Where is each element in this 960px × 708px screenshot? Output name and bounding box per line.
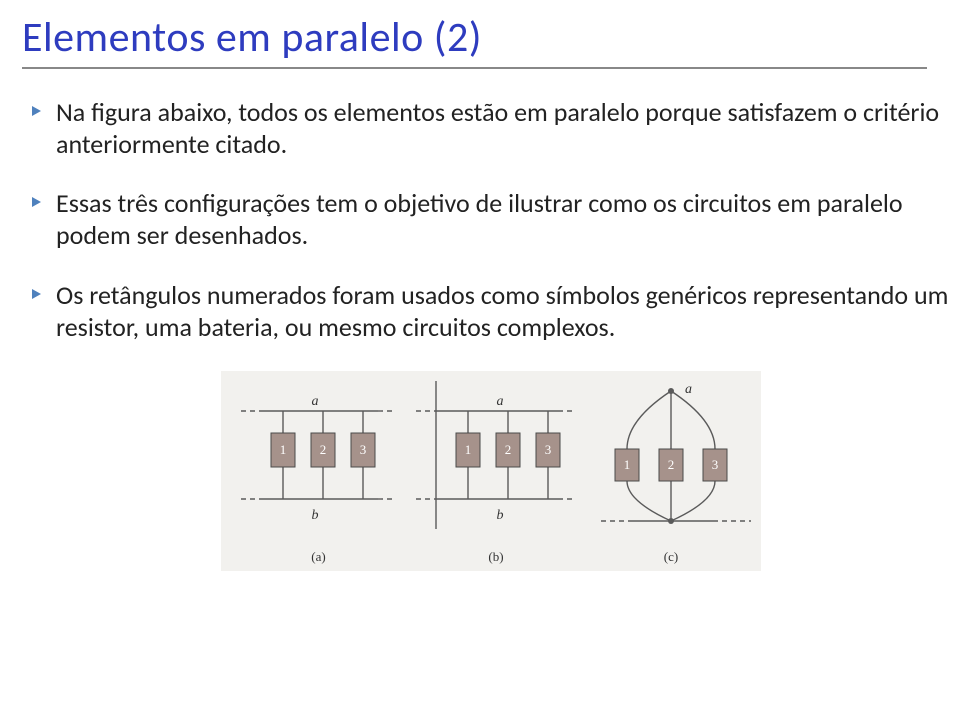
svg-text:(a): (a) <box>311 549 325 564</box>
svg-text:1: 1 <box>280 442 287 457</box>
bullet-item: Os retângulos numerados foram usados com… <box>30 280 952 343</box>
svg-text:3: 3 <box>712 457 719 472</box>
svg-text:b: b <box>497 508 504 523</box>
svg-text:1: 1 <box>465 442 472 457</box>
svg-text:2: 2 <box>668 457 675 472</box>
bullet-marker-icon <box>30 195 44 209</box>
svg-text:(c): (c) <box>664 549 678 564</box>
svg-text:3: 3 <box>360 442 367 457</box>
svg-text:b: b <box>312 508 319 523</box>
svg-text:2: 2 <box>320 442 327 457</box>
bullet-marker-icon <box>30 104 44 118</box>
svg-text:a: a <box>312 394 319 409</box>
bullet-marker-icon <box>30 287 44 301</box>
bullet-item: Na figura abaixo, todos os elementos est… <box>30 97 952 160</box>
bullet-text: Na figura abaixo, todos os elementos est… <box>56 97 952 160</box>
parallel-circuits-diagram: 1 2 3 a b (a) 1 2 3 a b (b) a 1 2 3 (c) <box>221 371 761 571</box>
page-title: Elementos em paralelo (2) <box>0 0 960 63</box>
bullet-text: Essas três configurações tem o objetivo … <box>56 188 952 251</box>
svg-text:(b): (b) <box>488 549 503 564</box>
circuit-figure: 1 2 3 a b (a) 1 2 3 a b (b) a 1 2 3 (c) <box>30 371 952 576</box>
svg-text:2: 2 <box>505 442 512 457</box>
content-area: Na figura abaixo, todos os elementos est… <box>0 69 960 576</box>
svg-text:a: a <box>497 394 504 409</box>
svg-text:a: a <box>685 382 692 397</box>
bullet-item: Essas três configurações tem o objetivo … <box>30 188 952 251</box>
svg-text:1: 1 <box>624 457 631 472</box>
title-text: Elementos em paralelo (2) <box>22 12 482 63</box>
svg-text:3: 3 <box>545 442 552 457</box>
bullet-text: Os retângulos numerados foram usados com… <box>56 280 952 343</box>
